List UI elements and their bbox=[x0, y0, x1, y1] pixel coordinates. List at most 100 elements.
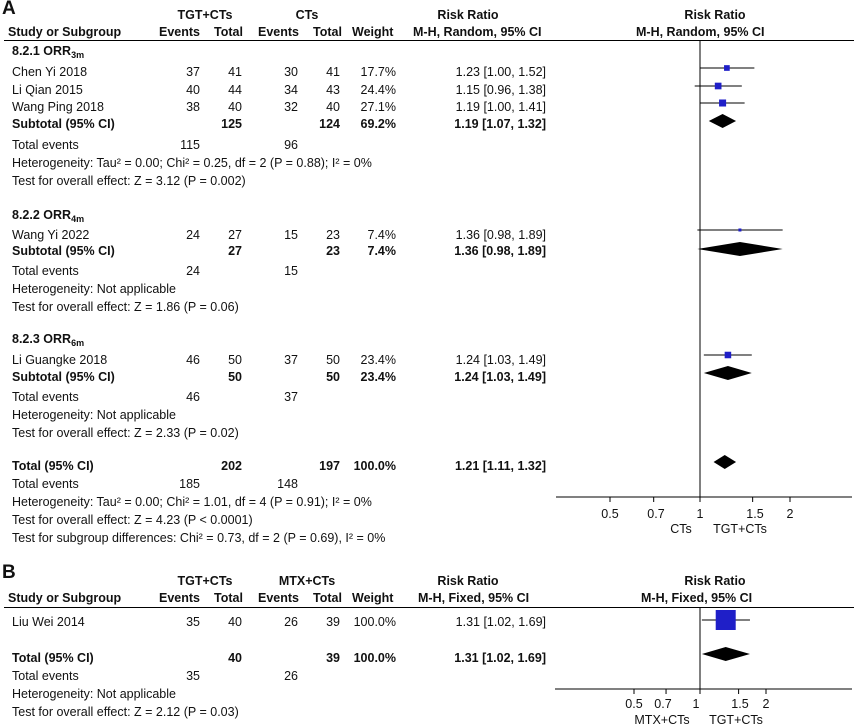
axis-tick-label: 0.5 bbox=[601, 507, 619, 521]
grand-total-events2: 26 bbox=[284, 669, 298, 683]
pooled-diamond bbox=[701, 647, 750, 661]
total-events-label: Total events bbox=[12, 138, 79, 152]
events1: 46 bbox=[186, 353, 200, 367]
study-name: Wang Ping 2018 bbox=[12, 100, 104, 114]
total2: 43 bbox=[326, 83, 340, 97]
axis-right-label: TGT+CTs bbox=[713, 522, 767, 536]
events2: 37 bbox=[284, 353, 298, 367]
events2: 34 bbox=[284, 83, 298, 97]
subtotal-ci: 1.24 [1.03, 1.49] bbox=[454, 370, 546, 384]
study-marker bbox=[724, 351, 732, 359]
rr-method-header: M-H, Random, 95% CI bbox=[413, 25, 542, 39]
group2-header: MTX+CTs bbox=[278, 574, 336, 588]
subtotal-weight: 7.4% bbox=[367, 244, 397, 258]
total-total2: 39 bbox=[326, 651, 340, 665]
study-marker bbox=[714, 82, 722, 90]
subgroup-title: 8.2.1 ORR3m bbox=[12, 44, 85, 60]
total-events-label: Total events bbox=[12, 390, 79, 404]
total-events2: 96 bbox=[284, 138, 298, 152]
total-events1: 24 bbox=[186, 264, 200, 278]
weight: 17.7% bbox=[360, 65, 396, 79]
study-marker bbox=[719, 99, 727, 107]
total-events-label: Total events bbox=[12, 264, 79, 278]
overall-effect-text: Test for overall effect: Z = 1.86 (P = 0… bbox=[12, 300, 239, 314]
rr-ci: 1.15 [0.96, 1.38] bbox=[455, 83, 546, 97]
events2: 26 bbox=[284, 615, 298, 629]
subtotal-weight: 23.4% bbox=[360, 370, 396, 384]
header-rule bbox=[4, 607, 854, 608]
forest-plot-b: B TGT+CTs MTX+CTs Risk Ratio Risk Ratio … bbox=[0, 562, 858, 728]
pooled-diamond bbox=[703, 366, 752, 380]
axis-tick-label: 2 bbox=[762, 697, 770, 711]
events2: 32 bbox=[284, 100, 298, 114]
total-label: Total (95% CI) bbox=[12, 651, 94, 665]
study-name: Liu Wei 2014 bbox=[12, 615, 85, 629]
grand-total-events2: 148 bbox=[277, 477, 298, 491]
overall-effect-text: Test for overall effect: Z = 2.33 (P = 0… bbox=[12, 426, 239, 440]
plot-method-header: M-H, Random, 95% CI bbox=[636, 25, 765, 39]
panel-label-b: B bbox=[2, 562, 16, 583]
total1: 40 bbox=[228, 100, 242, 114]
pooled-diamond bbox=[713, 455, 737, 469]
footer-overall-effect: Test for overall effect: Z = 4.23 (P < 0… bbox=[12, 513, 253, 527]
total-ci: 1.21 [1.11, 1.32] bbox=[454, 459, 546, 473]
weight: 7.4% bbox=[367, 228, 397, 242]
subtotal-total1: 50 bbox=[228, 370, 242, 384]
axis-right-label: TGT+CTs bbox=[709, 713, 763, 727]
subtotal-label: Subtotal (95% CI) bbox=[12, 244, 115, 258]
footer-overall-effect: Test for overall effect: Z = 2.12 (P = 0… bbox=[12, 705, 239, 719]
total-weight: 100.0% bbox=[353, 459, 396, 473]
events2: 15 bbox=[284, 228, 298, 242]
study-marker bbox=[724, 65, 730, 71]
axis-tick-label: 0.7 bbox=[647, 507, 665, 521]
grand-total-events1: 185 bbox=[179, 477, 200, 491]
total1-header: Total bbox=[214, 25, 243, 39]
total2-header: Total bbox=[313, 25, 342, 39]
axis-tick-label: 0.7 bbox=[654, 697, 672, 711]
total2: 23 bbox=[326, 228, 340, 242]
plot-title-header: Risk Ratio bbox=[684, 8, 746, 22]
rr-method-header: M-H, Fixed, 95% CI bbox=[418, 591, 530, 605]
rr-title-header: Risk Ratio bbox=[437, 8, 499, 22]
events2-header: Events bbox=[258, 25, 299, 39]
study-name: Li Guangke 2018 bbox=[12, 353, 108, 367]
group2-header: CTs bbox=[295, 8, 319, 22]
panel-label-a: A bbox=[2, 0, 16, 19]
heterogeneity-text: Heterogeneity: Tau² = 0.00; Chi² = 0.25,… bbox=[12, 156, 372, 170]
total1: 40 bbox=[228, 615, 242, 629]
total-total2: 197 bbox=[319, 459, 340, 473]
total-ci: 1.31 [1.02, 1.69] bbox=[454, 651, 546, 665]
grand-total-events-label: Total events bbox=[12, 477, 79, 491]
pooled-diamond bbox=[697, 242, 783, 256]
footer-heterogeneity: Heterogeneity: Not applicable bbox=[12, 687, 176, 701]
subtotal-label: Subtotal (95% CI) bbox=[12, 117, 115, 131]
total1: 50 bbox=[228, 353, 242, 367]
study-header: Study or Subgroup bbox=[8, 591, 122, 605]
total1: 44 bbox=[228, 83, 242, 97]
events1-header: Events bbox=[159, 25, 200, 39]
axis-tick-label: 1.5 bbox=[746, 507, 764, 521]
study-name: Li Qian 2015 bbox=[12, 83, 83, 97]
rr-ci: 1.36 [0.98, 1.89] bbox=[455, 228, 546, 242]
subgroup-title: 8.2.3 ORR6m bbox=[12, 332, 85, 348]
rr-ci: 1.23 [1.00, 1.52] bbox=[455, 65, 546, 79]
total-events1: 46 bbox=[186, 390, 200, 404]
total1: 27 bbox=[228, 228, 242, 242]
events1: 38 bbox=[186, 100, 200, 114]
axis-tick-label: 1.5 bbox=[731, 697, 749, 711]
rr-title-header: Risk Ratio bbox=[437, 574, 499, 588]
total1-header: Total bbox=[214, 591, 243, 605]
weight-header: Weight bbox=[352, 25, 394, 39]
grand-total-events1: 35 bbox=[186, 669, 200, 683]
subtotal-label: Subtotal (95% CI) bbox=[12, 370, 115, 384]
weight: 24.4% bbox=[360, 83, 396, 97]
weight: 23.4% bbox=[360, 353, 396, 367]
subtotal-total1: 27 bbox=[228, 244, 242, 258]
weight: 100.0% bbox=[353, 615, 396, 629]
footer-heterogeneity: Heterogeneity: Tau² = 0.00; Chi² = 1.01,… bbox=[12, 495, 372, 509]
total-total1: 202 bbox=[221, 459, 242, 473]
study-marker bbox=[738, 228, 742, 232]
study-name: Chen Yi 2018 bbox=[12, 65, 88, 79]
group1-header: TGT+CTs bbox=[177, 574, 233, 588]
subtotal-total2: 124 bbox=[319, 117, 340, 131]
